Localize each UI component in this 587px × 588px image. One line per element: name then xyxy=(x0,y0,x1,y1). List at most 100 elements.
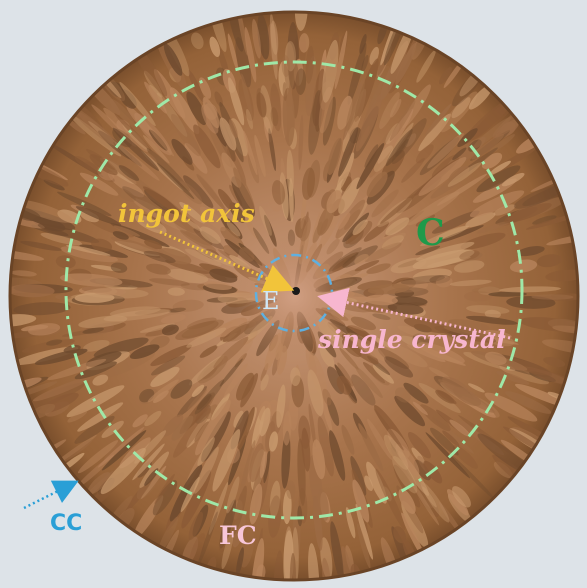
grain xyxy=(373,408,404,451)
grain xyxy=(347,221,373,245)
grain xyxy=(390,257,427,274)
grain xyxy=(219,117,237,151)
grain xyxy=(239,440,256,495)
grain xyxy=(346,325,373,344)
grain xyxy=(465,212,496,228)
grain xyxy=(190,32,204,50)
grain xyxy=(352,479,370,523)
grain xyxy=(432,417,475,454)
grain xyxy=(270,107,279,127)
grain xyxy=(223,245,239,258)
grain xyxy=(13,302,71,316)
cc-arrow xyxy=(23,480,79,510)
grain xyxy=(233,167,255,211)
grain xyxy=(58,438,93,464)
grain xyxy=(256,92,267,118)
grain xyxy=(240,373,259,408)
grain xyxy=(390,98,402,118)
grain xyxy=(189,533,206,567)
grain xyxy=(397,325,435,339)
grain xyxy=(28,323,61,336)
grain xyxy=(377,108,414,164)
grain xyxy=(338,127,359,177)
grain xyxy=(199,206,226,232)
grain xyxy=(43,179,65,191)
grain xyxy=(286,149,294,197)
grain xyxy=(347,333,386,362)
grain xyxy=(107,171,145,198)
grain xyxy=(228,119,238,139)
grain xyxy=(371,336,395,350)
grain xyxy=(113,225,141,237)
grain xyxy=(489,160,511,175)
zone-e-label: E xyxy=(262,287,280,315)
grain xyxy=(543,356,566,368)
grain xyxy=(196,173,224,207)
grain xyxy=(154,473,175,504)
grain xyxy=(359,33,367,54)
grain xyxy=(468,383,485,393)
grain xyxy=(453,260,485,273)
grain xyxy=(447,319,490,331)
grain xyxy=(339,347,359,370)
grain xyxy=(181,319,224,339)
single-crystal-arrow xyxy=(317,287,511,340)
grain xyxy=(354,260,380,272)
grain xyxy=(375,468,406,530)
grain xyxy=(79,172,119,196)
grain xyxy=(322,39,339,103)
grain xyxy=(227,33,239,71)
grain xyxy=(152,480,178,516)
grain xyxy=(82,327,104,334)
grain xyxy=(170,379,193,399)
grain xyxy=(282,87,295,147)
grain xyxy=(350,455,367,496)
grain xyxy=(330,521,344,580)
grain xyxy=(412,249,475,270)
grain xyxy=(139,451,170,488)
grain xyxy=(259,205,272,236)
grain xyxy=(284,41,297,72)
ingot-axis-label: ingot axis xyxy=(118,199,255,228)
grain xyxy=(394,387,411,403)
grain xyxy=(191,384,205,398)
grain xyxy=(114,113,152,152)
grain xyxy=(118,165,140,181)
grain xyxy=(504,203,552,223)
grain xyxy=(226,476,240,514)
grain xyxy=(129,344,160,359)
grain xyxy=(318,211,340,250)
grain xyxy=(415,144,434,164)
grain xyxy=(387,302,424,315)
grain xyxy=(367,283,410,295)
grain xyxy=(281,430,291,489)
grain xyxy=(351,374,376,406)
grain xyxy=(302,167,315,200)
grain xyxy=(355,366,383,399)
grain xyxy=(401,500,429,548)
grain xyxy=(350,316,376,331)
grain xyxy=(509,259,538,273)
grain xyxy=(269,431,278,452)
grain xyxy=(193,124,221,169)
grain xyxy=(356,143,385,190)
grain xyxy=(547,318,578,331)
grain xyxy=(484,309,501,319)
grain xyxy=(427,133,464,169)
grain xyxy=(354,253,369,265)
grain xyxy=(186,91,207,126)
grain xyxy=(438,379,495,413)
grain xyxy=(195,405,211,424)
grain xyxy=(452,486,471,508)
grain xyxy=(381,232,406,248)
grain xyxy=(425,432,471,479)
grain xyxy=(167,287,185,296)
grain xyxy=(144,239,163,250)
grain xyxy=(372,364,395,384)
grain xyxy=(334,30,348,90)
grain xyxy=(464,291,493,302)
grain xyxy=(93,351,155,380)
grain xyxy=(394,395,426,427)
grain xyxy=(496,370,530,385)
grain xyxy=(254,134,266,178)
